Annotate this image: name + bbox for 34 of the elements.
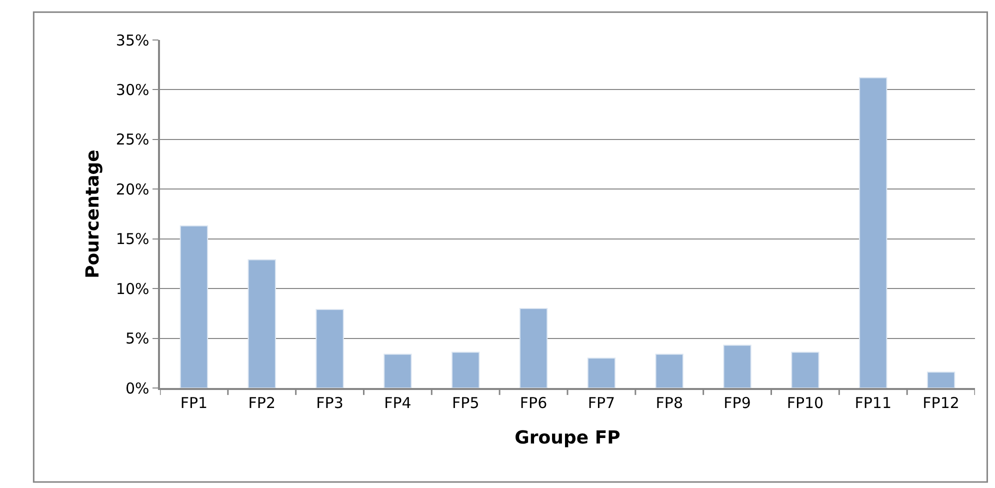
y-tick-label: 5% [125, 330, 150, 348]
bar [384, 354, 412, 388]
x-tick-label: FP12 [922, 394, 960, 412]
x-tick-label: FP8 [656, 394, 683, 412]
x-tick-label: FP11 [854, 394, 892, 412]
x-axis-title: Groupe FP [514, 427, 620, 448]
x-tick-label: FP9 [724, 394, 751, 412]
y-tick-label: 15% [116, 230, 150, 248]
bar [452, 352, 480, 388]
y-tick-label: 25% [116, 130, 150, 149]
x-tick-label: FP4 [384, 394, 412, 412]
y-tick-label: 35% [116, 31, 150, 50]
bar [180, 225, 208, 388]
y-tick-label: 30% [116, 80, 150, 99]
x-tick-label: FP5 [452, 394, 480, 412]
y-tick-label: 10% [116, 280, 150, 298]
bar [791, 352, 820, 388]
bar [316, 308, 344, 388]
y-tick-label: 20% [116, 180, 150, 198]
y-tick-label: 0% [125, 379, 150, 398]
x-tick-label: FP2 [248, 394, 276, 412]
x-tick-label: FP7 [588, 394, 616, 412]
x-tick-label: FP10 [786, 394, 824, 412]
x-tick-label: FP3 [316, 394, 344, 412]
y-axis-title: Pourcentage [82, 150, 104, 278]
bar [655, 354, 684, 388]
bar [859, 77, 888, 388]
x-tick-label: FP6 [520, 394, 548, 412]
x-tick-label: FP1 [180, 394, 208, 412]
bar [519, 308, 548, 388]
bar [248, 259, 276, 388]
bar [723, 344, 752, 388]
bar [587, 358, 616, 388]
bar [926, 372, 956, 388]
